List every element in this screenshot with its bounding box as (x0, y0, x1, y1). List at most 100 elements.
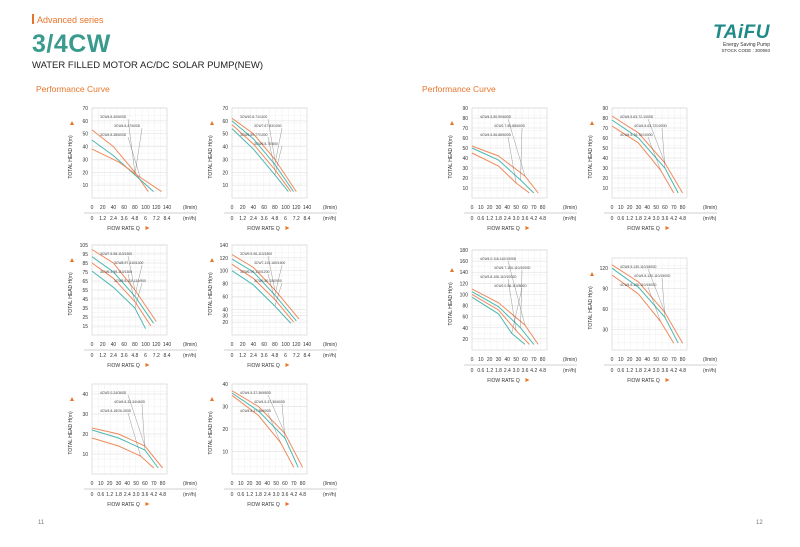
x-tick-label-m3h: 0 (91, 216, 94, 222)
series-label: 4CW4.5-130-110/1800D (620, 265, 657, 269)
x-unit-lpm: (l/min) (703, 205, 717, 211)
series-leader (127, 394, 146, 447)
x-tick-label-m3h: 0.6 (237, 492, 244, 498)
x-tick-label-m3h: 3.6 (281, 492, 288, 498)
series-label: 4CW2.7-50-88/600D (494, 124, 526, 128)
x-unit-m3h: (m³/h) (563, 368, 577, 374)
x-unit-lpm: (l/min) (563, 357, 577, 363)
page-number-right: 12 (756, 520, 763, 526)
series-label: 4CW4.8-18/26-300D (100, 409, 132, 413)
y-tick-label: 65 (82, 279, 88, 285)
series-leader (267, 255, 276, 291)
series-leader (661, 127, 666, 169)
x-tick-label: 30 (636, 357, 642, 363)
x-tick-label-m3h: 0 (611, 368, 614, 374)
x-axis-arrow-icon (145, 502, 150, 506)
brand-tagline: Energy Saving Pump (723, 42, 770, 48)
y-tick-label: 120 (220, 256, 229, 262)
x-unit-m3h: (m³/h) (183, 353, 197, 359)
x-tick-label: 0 (231, 481, 234, 487)
y-axis-title: TOTAL HEAD H(m) (68, 135, 74, 179)
y-axis-arrow-icon (210, 121, 214, 125)
x-tick-label: 40 (125, 481, 131, 487)
x-tick-label-m3h: 1.2 (99, 353, 106, 359)
series-label: 3CW7.5-98-110/1300 (100, 252, 132, 256)
x-tick-label-m3h: 0 (91, 492, 94, 498)
x-tick-label: 50 (653, 205, 659, 211)
x-tick-label-m3h: 0 (91, 353, 94, 359)
y-tick-label: 60 (462, 136, 468, 142)
x-axis-arrow-icon (285, 502, 290, 506)
x-axis-arrow-icon (525, 378, 530, 382)
x-tick-label-m3h: 6 (284, 216, 287, 222)
x-tick-label: 40 (505, 205, 511, 211)
x-tick-label-m3h: 1.2 (239, 353, 246, 359)
series-leader (511, 287, 523, 334)
series-label: 3CW4.8-47/600D (114, 124, 141, 128)
series-leader (661, 277, 666, 318)
x-unit-lpm: (l/min) (183, 342, 197, 348)
x-tick-label-m3h: 1.2 (106, 492, 113, 498)
x-tick-label-m3h: 0.6 (477, 368, 484, 374)
x-tick-label: 80 (272, 342, 278, 348)
series-leader (134, 264, 143, 297)
y-tick-label: 40 (82, 145, 88, 151)
x-tick-label: 50 (513, 357, 519, 363)
performance-title-right: Performance Curve (422, 84, 496, 94)
plot-frame (611, 257, 688, 351)
x-tick-label-m3h: 7.2 (153, 216, 160, 222)
y-axis-title: TOTAL HEAD H(m) (448, 135, 454, 179)
x-tick-label: 80 (540, 357, 546, 363)
x-tick-label-m3h: 7.2 (293, 353, 300, 359)
series-line (91, 256, 155, 324)
brand-name: TAiFU (712, 22, 770, 43)
series-line (231, 392, 299, 468)
x-tick-label-m3h: 4.8 (271, 353, 278, 359)
y-tick-label: 20 (462, 176, 468, 182)
series-leader (127, 255, 136, 291)
x-tick-label-m3h: 6 (144, 216, 147, 222)
series-leader (647, 268, 666, 313)
x-tick-label: 0 (91, 481, 94, 487)
y-tick-label: 35 (82, 306, 88, 312)
series-label: Advanced series (32, 14, 104, 25)
x-tick-label: 20 (627, 205, 633, 211)
x-tick-label-m3h: 8.4 (304, 216, 311, 222)
y-tick-label: 20 (222, 170, 228, 176)
y-tick-label: 40 (462, 156, 468, 162)
x-tick-label: 20 (100, 205, 106, 211)
series-line (231, 394, 295, 468)
series-line (91, 249, 157, 322)
x-unit-lpm: (l/min) (183, 481, 197, 487)
x-unit-lpm: (l/min) (323, 342, 337, 348)
x-tick-label: 40 (265, 481, 271, 487)
y-tick-label: 60 (82, 119, 88, 125)
x-tick-label: 0 (231, 205, 234, 211)
x-tick-label: 20 (240, 205, 246, 211)
x-tick-label: 80 (132, 342, 138, 348)
x-tick-label-m3h: 4.8 (299, 492, 306, 498)
x-tick-label-m3h: 3.6 (121, 353, 128, 359)
x-tick-label-m3h: 0 (471, 216, 474, 222)
series-line (471, 291, 535, 345)
x-tick-label-m3h: 4.8 (131, 353, 138, 359)
y-axis-title: TOTAL HEAD H(m) (208, 135, 214, 179)
series-label: 4CW2.0-24/360D (100, 391, 127, 395)
series-line (471, 152, 530, 194)
y-axis-arrow-icon (450, 268, 454, 272)
x-tick-label: 70 (671, 205, 677, 211)
y-tick-label: 95 (82, 252, 88, 258)
x-tick-label: 40 (111, 342, 117, 348)
x-tick-label: 80 (132, 205, 138, 211)
y-tick-label: 75 (82, 270, 88, 276)
x-tick-label-m3h: 2.4 (110, 216, 117, 222)
series-line (471, 147, 535, 194)
series-line (91, 270, 147, 329)
series-leader (267, 118, 276, 160)
series-leader (267, 394, 286, 434)
y-axis-title: TOTAL HEAD H(m) (448, 282, 454, 326)
x-tick-label-m3h: 6 (144, 353, 147, 359)
x-tick-label: 20 (107, 481, 113, 487)
series-label: 4CW4.5-63-72-1000D (620, 115, 654, 119)
